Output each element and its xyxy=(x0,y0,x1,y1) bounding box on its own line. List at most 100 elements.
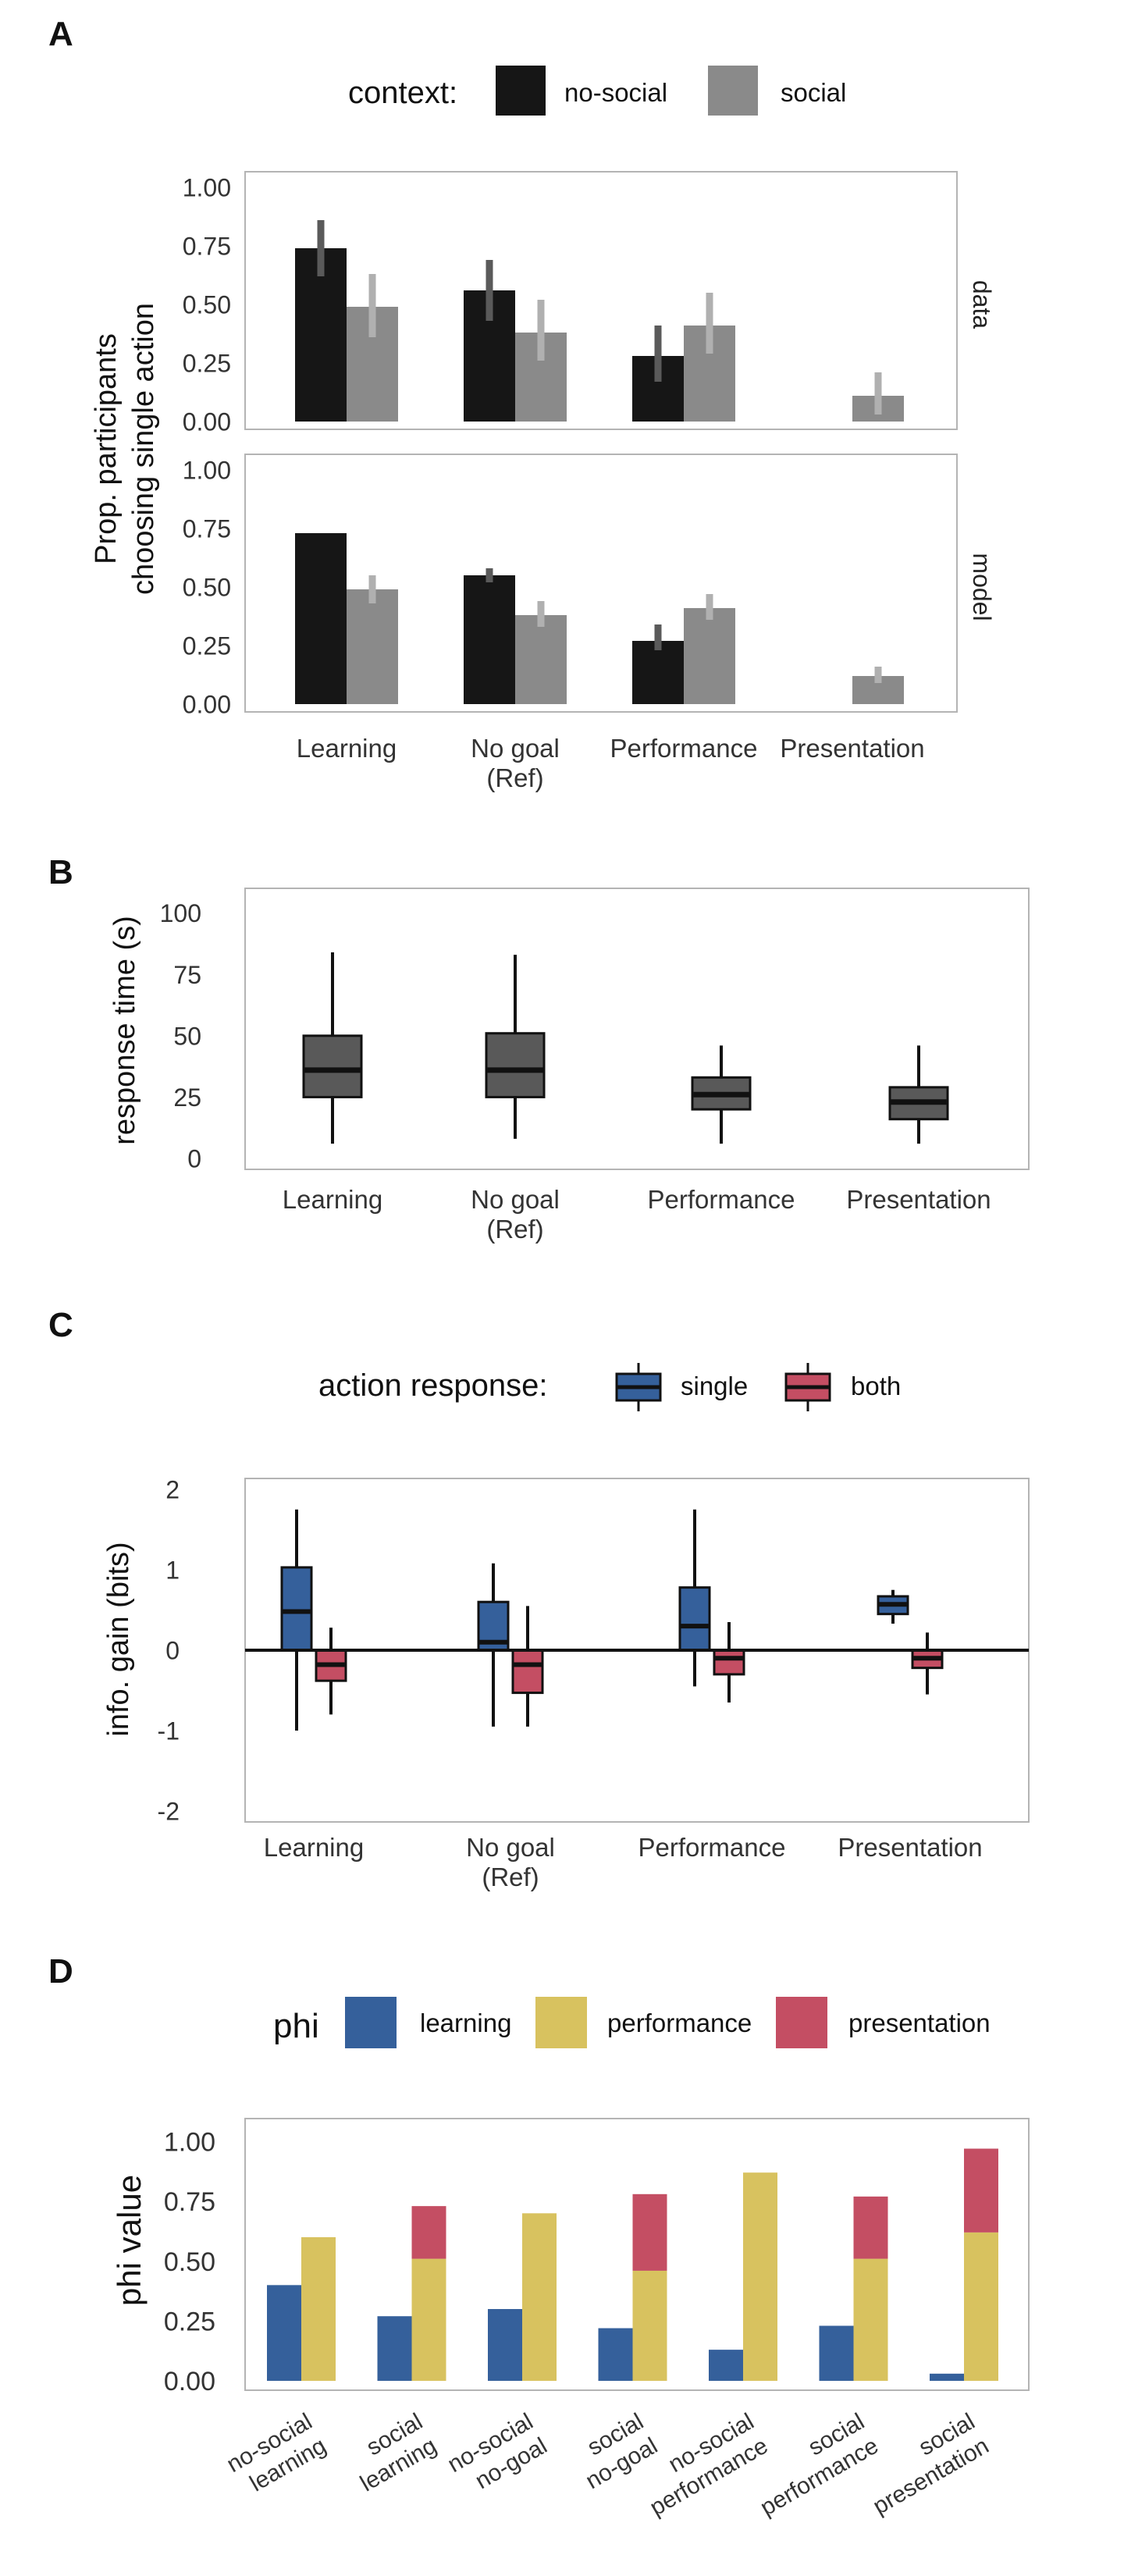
c-ytick-2: 0 xyxy=(165,1637,180,1665)
b-ytick-3: 75 xyxy=(173,961,201,989)
a-facet-0-ytick-3: 0.75 xyxy=(183,233,231,261)
a-facet-0-ytick-0: 0.00 xyxy=(183,408,231,436)
b-box-1 xyxy=(485,1032,546,1098)
d-frame xyxy=(244,2118,1030,2391)
legend-c-label-both: both xyxy=(851,1372,901,1400)
legend-d-swatch-presentation xyxy=(776,1997,827,2048)
facet-label-data: data xyxy=(968,280,996,329)
d-bar-performance-0 xyxy=(301,2237,336,2381)
legend-a-label-no-social: no-social xyxy=(564,78,667,107)
a-facet-0-frame xyxy=(244,171,958,430)
panel-a-ylabel-2: choosing single action xyxy=(127,303,160,595)
panel-d-ylabel: phi value xyxy=(111,2175,148,2306)
a-facet-0-ytick-1: 0.25 xyxy=(183,350,231,378)
d-xtick-1: sociallearning xyxy=(342,2408,441,2496)
facet-label-model: model xyxy=(968,553,996,621)
d-bar-learning-2 xyxy=(488,2309,522,2381)
a-xtick-performance: Performance xyxy=(610,734,758,763)
c-ytick-3: 1 xyxy=(165,1557,180,1585)
c-ytick-1: -1 xyxy=(158,1717,180,1745)
c-xtick-learning: Learning xyxy=(264,1833,364,1862)
d-bar-performance-1 xyxy=(411,2258,446,2381)
c-xtick-no-goal-1: No goal xyxy=(466,1833,555,1862)
a-facet-1-ytick-3: 0.75 xyxy=(183,515,231,543)
a-model-bar-no-social-0 xyxy=(295,533,347,704)
panel-b: B response time (s) 0 25 50 75 100 Learning … xyxy=(48,853,1030,1244)
c-ytick-4: 2 xyxy=(165,1476,180,1504)
legend-a-swatch-no-social xyxy=(496,66,546,116)
legend-c-key-both xyxy=(784,1363,831,1411)
a-facet-1-frame xyxy=(244,454,958,713)
d-bar-performance-2 xyxy=(522,2213,557,2381)
panel-b-ylabel: response time (s) xyxy=(108,916,141,1145)
panel-c-ylabel: info. gain (bits) xyxy=(102,1542,135,1736)
b-ytick-1: 25 xyxy=(173,1083,201,1112)
legend-d-label-learning: learning xyxy=(420,2008,511,2037)
panel-a-letter: A xyxy=(48,15,73,53)
d-ytick-2: 0.50 xyxy=(164,2247,215,2277)
a-model-bar-social-1 xyxy=(515,615,567,704)
panel-b-letter: B xyxy=(48,853,73,891)
c-box-both-2 xyxy=(713,1649,745,1676)
d-bar-learning-3 xyxy=(598,2328,633,2381)
panel-d-legend: phi learning performance presentation xyxy=(273,1997,991,2048)
d-ytick-1: 0.25 xyxy=(164,2307,215,2337)
b-frame xyxy=(244,888,1030,1170)
a-data-bar-no-social-0 xyxy=(295,248,347,422)
d-bar-learning-6 xyxy=(930,2373,964,2381)
panel-a-x-tick-labels: Learning No goal (Ref) Performance Prese… xyxy=(297,734,925,792)
c-box-both-1 xyxy=(511,1649,544,1695)
a-facet-1-ytick-2: 0.50 xyxy=(183,574,231,602)
b-ytick-0: 0 xyxy=(187,1145,201,1173)
d-bar-performance-4 xyxy=(743,2172,777,2381)
b-box-0 xyxy=(302,1034,363,1098)
panel-c-legend: action response: single both xyxy=(318,1363,901,1411)
c-box-single-2 xyxy=(678,1586,711,1652)
panel-c-letter: C xyxy=(48,1306,73,1344)
b-ytick-2: 50 xyxy=(173,1022,201,1050)
legend-c-title: action response: xyxy=(318,1368,548,1403)
panel-b-plot: 0 25 50 75 100 xyxy=(160,888,1030,1173)
d-xtick-6: socialpresentation xyxy=(855,2408,994,2519)
panel-a-legend: context: no-social social xyxy=(348,66,846,116)
d-xtick-2: no-socialno-goal xyxy=(443,2408,551,2502)
d-ytick-4: 1.00 xyxy=(164,2128,215,2158)
legend-c-label-single: single xyxy=(681,1372,748,1400)
d-xtick-3: socialno-goal xyxy=(567,2408,662,2494)
a-facet-1-ytick-4: 1.00 xyxy=(183,457,231,485)
panel-d: D phi learning performance presentation … xyxy=(48,1952,1030,2521)
d-xtick-0: no-sociallearning xyxy=(222,2408,330,2502)
d-bar-presentation-1 xyxy=(411,2206,446,2259)
panel-a-facet-model: 0.00 0.25 0.50 0.75 1.00 xyxy=(183,454,958,719)
legend-d-title: phi xyxy=(273,2007,319,2045)
a-model-bar-social-0 xyxy=(347,589,398,704)
legend-c-key-single xyxy=(615,1363,662,1411)
legend-a-label-social: social xyxy=(781,78,846,107)
d-bar-learning-4 xyxy=(709,2350,743,2381)
d-bar-learning-0 xyxy=(267,2285,301,2381)
d-bar-presentation-3 xyxy=(632,2194,667,2271)
legend-d-label-presentation: presentation xyxy=(848,2008,991,2037)
panel-c-x-tick-labels: Learning No goal (Ref) Performance Prese… xyxy=(264,1833,983,1891)
a-facet-1-ytick-1: 0.25 xyxy=(183,632,231,660)
d-bar-performance-5 xyxy=(853,2258,888,2381)
panel-b-x-tick-labels: Learning No goal (Ref) Performance Prese… xyxy=(283,1185,991,1244)
c-xtick-performance: Performance xyxy=(638,1833,786,1862)
a-facet-1-ytick-0: 0.00 xyxy=(183,691,231,719)
panel-a: A context: no-social social Prop. partic… xyxy=(48,15,996,792)
d-bar-learning-5 xyxy=(819,2325,854,2381)
panel-c-plot: -2 -1 0 1 2 xyxy=(158,1476,1030,1826)
a-xtick-presentation: Presentation xyxy=(780,734,924,763)
d-xtick-5: socialperformance xyxy=(742,2408,883,2521)
d-xtick-4: no-socialperformance xyxy=(631,2408,772,2521)
d-bar-presentation-5 xyxy=(853,2196,888,2259)
a-xtick-learning: Learning xyxy=(297,734,397,763)
a-model-bar-no-social-1 xyxy=(464,575,515,704)
a-facet-0-ytick-2: 0.50 xyxy=(183,291,231,319)
d-bar-learning-1 xyxy=(377,2316,412,2381)
c-xtick-presentation: Presentation xyxy=(838,1833,982,1862)
d-bar-performance-3 xyxy=(632,2270,667,2381)
legend-a-swatch-social xyxy=(708,66,758,116)
